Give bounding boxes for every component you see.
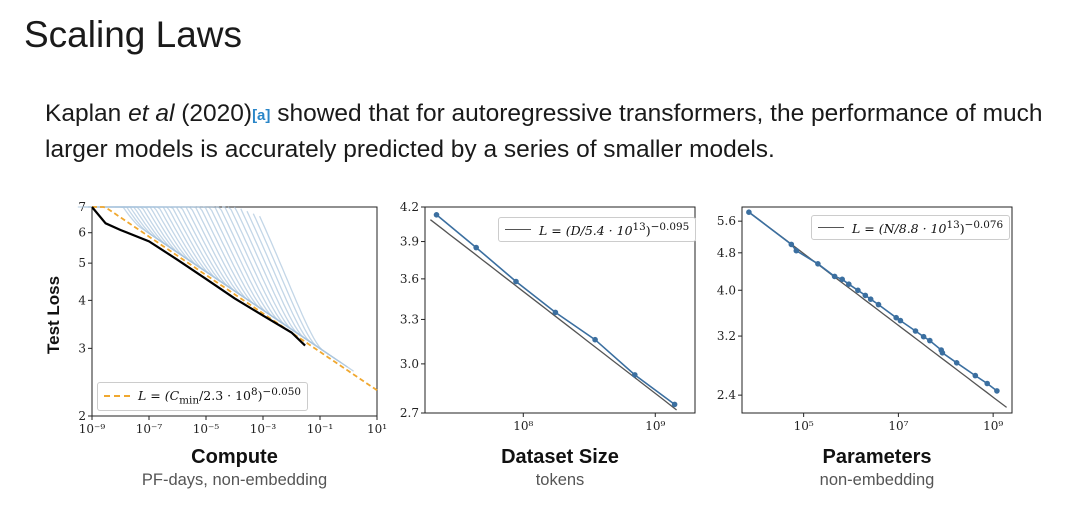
parameters-data-point-8 [862, 292, 869, 299]
compute-y-tick-label-0: 2 [78, 409, 86, 423]
compute-run-curve-28 [252, 213, 348, 368]
compute-x-tick-label-0: 10⁻⁹ [79, 422, 106, 436]
parameters-y-tick-label-4: 5.6 [717, 214, 736, 228]
text-year: (2020) [174, 100, 253, 127]
slide-title: Scaling Laws [24, 14, 243, 55]
parameters-data-point-2 [793, 247, 800, 254]
dataset-y-tick-label-1: 3.0 [400, 357, 419, 371]
compute-fit-line [92, 206, 378, 391]
dataset-y-tick-label-3: 3.6 [400, 272, 419, 286]
compute-y-tick-label-3: 5 [78, 256, 86, 270]
dataset-data-point-1 [473, 244, 480, 251]
dataset-legend-swatch [505, 229, 531, 231]
compute-run-curve-26 [240, 208, 336, 360]
compute-run-curve-11 [146, 206, 244, 298]
compute-run-curve-23 [222, 206, 317, 347]
parameters-subtitle: non-embedding [819, 471, 935, 489]
dataset-data-point-2 [513, 278, 519, 285]
compute-legend: L = (Cmin/2.3 · 108)−0.050 [97, 382, 309, 411]
parameters-x-tick-label-0: 10⁵ [794, 419, 814, 433]
dataset-x-tick-label-1: 10⁹ [645, 419, 665, 433]
dataset-fit-line [430, 219, 678, 411]
compute-x-tick-label-4: 10⁻¹ [307, 422, 333, 436]
compute-x-tick-label-5: 10¹ [367, 422, 387, 436]
compute-x-tick-label-2: 10⁻⁵ [193, 422, 220, 436]
compute-legend-text: L = (Cmin/2.3 · 108)−0.050 [138, 386, 302, 407]
parameters-x-tick-label-2: 10⁹ [983, 419, 1003, 433]
dataset-legend-text: L = (D/5.4 · 1013)−0.095 [539, 221, 690, 239]
parameters-data-point-14 [920, 333, 927, 340]
parameters-y-tick-label-3: 4.8 [717, 246, 736, 260]
parameters-data-point-9 [867, 296, 874, 303]
parameters-legend: L = (N/8.8 · 1013)−0.076 [811, 215, 1011, 241]
parameters-data-point-1 [788, 241, 795, 248]
dataset-data-line [435, 214, 676, 406]
parameters-data-point-0 [746, 209, 752, 215]
parameters-data-point-18 [953, 360, 960, 366]
compute-run-curve-29 [259, 215, 354, 372]
parameters-y-tick-label-2: 4.0 [717, 283, 736, 297]
dataset-x-tick-label-0: 10⁸ [513, 419, 533, 433]
compute-subtitle: PF-days, non-embedding [141, 471, 328, 489]
parameters-data-point-21 [994, 388, 1000, 394]
parameters-y-tick-label-1: 3.2 [717, 329, 736, 343]
parameters-data-point-10 [875, 301, 882, 308]
compute-title: Compute [191, 446, 278, 468]
dataset-y-tick-label-5: 4.2 [400, 200, 419, 214]
parameters-plot-frame [741, 206, 1013, 414]
parameters-data-line [748, 211, 998, 392]
parameters-data-point-12 [897, 317, 904, 324]
compute-y-tick-label-1: 3 [78, 341, 86, 355]
text-author: Kaplan [45, 100, 122, 127]
dataset-data-point-3 [552, 309, 559, 316]
parameters-data-point-6 [846, 281, 852, 288]
parameters-legend-swatch [818, 227, 844, 229]
body-text: Kaplan et al (2020)[a] showed that for a… [45, 97, 1065, 167]
dataset-data-point-6 [671, 401, 678, 408]
dataset-y-tick-label-0: 2.7 [400, 406, 419, 420]
compute-y-tick-label-2: 4 [78, 293, 86, 307]
citation-link[interactable]: [a] [252, 107, 271, 124]
dataset-y-tick-label-2: 3.3 [400, 312, 419, 326]
parameters-data-point-3 [815, 261, 821, 267]
parameters-data-point-13 [912, 328, 919, 334]
parameters-data-point-5 [839, 276, 845, 283]
parameters-title: Parameters [822, 446, 932, 468]
y-axis-label: Test Loss [44, 275, 63, 354]
dataset-subtitle: tokens [535, 471, 585, 489]
parameters-y-tick-label-0: 2.4 [717, 388, 736, 402]
dataset-legend: L = (D/5.4 · 1013)−0.095 [498, 217, 697, 243]
compute-legend-swatch [104, 395, 130, 398]
parameters-data-point-15 [927, 337, 933, 344]
parameters-legend-text: L = (N/8.8 · 1013)−0.076 [852, 219, 1004, 237]
parameters-data-point-20 [984, 380, 990, 387]
text-rest: showed that for autoregressive transform… [45, 100, 1043, 163]
dataset-data-point-0 [433, 212, 440, 218]
parameters-data-point-19 [972, 372, 979, 379]
parameters-data-point-17 [939, 350, 946, 356]
compute-x-tick-label-3: 10⁻³ [250, 422, 277, 436]
dataset-y-tick-label-4: 3.9 [400, 235, 419, 249]
parameters-data-point-11 [893, 314, 899, 321]
parameters-data-point-4 [831, 273, 838, 280]
compute-run-curve-27 [246, 210, 342, 364]
compute-y-tick-label-4: 6 [78, 226, 86, 240]
compute-frontier-line [91, 206, 306, 347]
dataset-plot-frame [424, 206, 696, 414]
parameters-data-point-7 [855, 287, 861, 294]
parameters-x-tick-label-1: 10⁷ [888, 419, 908, 433]
dataset-data-point-4 [592, 336, 598, 343]
compute-x-tick-label-1: 10⁻⁷ [136, 422, 163, 436]
text-etal: et al [128, 100, 175, 127]
dataset-data-point-5 [632, 372, 638, 378]
dataset-title: Dataset Size [501, 446, 619, 468]
compute-run-curve-25 [233, 206, 329, 355]
